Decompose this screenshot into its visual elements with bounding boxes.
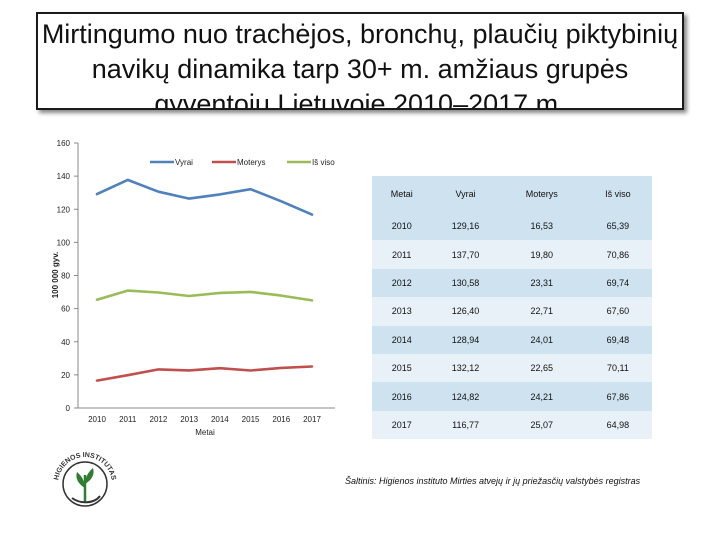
y-axis-title: 100 000 gyv.: [51, 252, 60, 299]
table-cell: 19,80: [499, 240, 584, 269]
table-body: 2010 129,16 16,53 65,39 2011 137,70 19,80 70,86…: [372, 212, 652, 440]
table-header-row: Metai Vyrai Moterys Iš viso: [372, 176, 652, 212]
data-table: Metai Vyrai Moterys Iš viso 2010 129,16 16…: [372, 176, 652, 440]
table-cell: 2013: [372, 297, 432, 326]
table-cell: 25,07: [499, 410, 584, 440]
x-tick-label: 2015: [242, 415, 260, 424]
table-row: 2012 130,58 23,31 69,74: [372, 268, 652, 298]
table-cell: 67,60: [583, 297, 652, 326]
table-cell: 22,65: [499, 353, 584, 383]
legend-label: Moterys: [237, 158, 265, 167]
table-row: 2016 124,82 24,21 67,86: [372, 382, 652, 411]
table-cell: 137,70: [431, 240, 500, 269]
x-tick-label: 2016: [272, 415, 290, 424]
table-cell: 2010: [372, 212, 432, 241]
table-cell: 2015: [372, 353, 432, 383]
table-cell: 16,53: [499, 212, 584, 241]
series-line-Moterys: [95, 365, 314, 382]
table-cell: 70,86: [583, 240, 652, 269]
table-cell: 128,94: [431, 325, 500, 354]
y-tick-label: 120: [57, 205, 71, 214]
table-cell: 2017: [372, 410, 432, 440]
table-cell: 124,82: [431, 382, 500, 411]
table-cell: 132,12: [431, 353, 500, 383]
x-tick-label: 2017: [303, 415, 321, 424]
y-tick-label: 40: [61, 338, 70, 347]
x-tick-label: 2013: [180, 415, 198, 424]
table-row: 2015 132,12 22,65 70,11: [372, 353, 652, 383]
table-header-cell: Vyrai: [431, 176, 500, 212]
higienos-institutas-logo-icon: HIGIENOS INSTITUTAS: [53, 452, 117, 507]
page-title: Mirtingumo nuo trachėjos, bronchų, plauč…: [41, 19, 679, 110]
table-cell: 24,01: [499, 325, 584, 354]
series-line-Iš viso: [95, 289, 314, 302]
y-tick-label: 140: [57, 172, 71, 181]
table-row: 2017 116,77 25,07 64,98: [372, 410, 652, 440]
table-cell: 64,98: [583, 410, 652, 440]
table-row: 2011 137,70 19,80 70,86: [372, 240, 652, 269]
table-cell: 2011: [372, 240, 432, 269]
y-tick-label: 160: [57, 139, 71, 148]
y-tick-label: 80: [61, 272, 70, 281]
table-cell: 130,58: [431, 268, 500, 298]
legend-label: Vyrai: [175, 158, 193, 167]
table-cell: 22,71: [499, 297, 584, 326]
x-tick-label: 2014: [211, 415, 229, 424]
x-tick-label: 2012: [150, 415, 168, 424]
table-row: 2013 126,40 22,71 67,60: [372, 297, 652, 326]
table-cell: 67,86: [583, 382, 652, 411]
x-tick-label: 2010: [88, 415, 106, 424]
table-cell: 24,21: [499, 382, 584, 411]
table-cell: 69,74: [583, 268, 652, 298]
table-row: 2010 129,16 16,53 65,39: [372, 212, 652, 241]
table-cell: 23,31: [499, 268, 584, 298]
table-row: 2014 128,94 24,01 69,48: [372, 325, 652, 354]
table-header-cell: Metai: [372, 176, 432, 212]
table-header-cell: Iš viso: [583, 176, 652, 212]
source-note: Šaltinis: Higienos instituto Mirties atv…: [345, 476, 641, 486]
table-cell: 65,39: [583, 212, 652, 241]
title-box: Mirtingumo nuo trachėjos, bronchų, plauč…: [36, 12, 684, 110]
x-axis-title: Metai: [195, 428, 215, 437]
table-cell: 116,77: [431, 410, 500, 440]
table-cell: 2016: [372, 382, 432, 411]
y-tick-label: 100: [57, 238, 71, 247]
table-cell: 129,16: [431, 212, 500, 241]
y-tick-label: 20: [61, 371, 70, 380]
table-cell: 70,11: [583, 353, 652, 383]
table-cell: 2014: [372, 325, 432, 354]
legend-label: Iš viso: [312, 158, 335, 167]
table-cell: 69,48: [583, 325, 652, 354]
x-tick-label: 2011: [119, 415, 137, 424]
y-tick-label: 60: [61, 305, 70, 314]
table-header-cell: Moterys: [499, 176, 584, 212]
table-cell: 2012: [372, 268, 432, 298]
y-tick-label: 0: [66, 404, 71, 413]
table-cell: 126,40: [431, 297, 500, 326]
series-line-Vyrai: [95, 178, 314, 216]
